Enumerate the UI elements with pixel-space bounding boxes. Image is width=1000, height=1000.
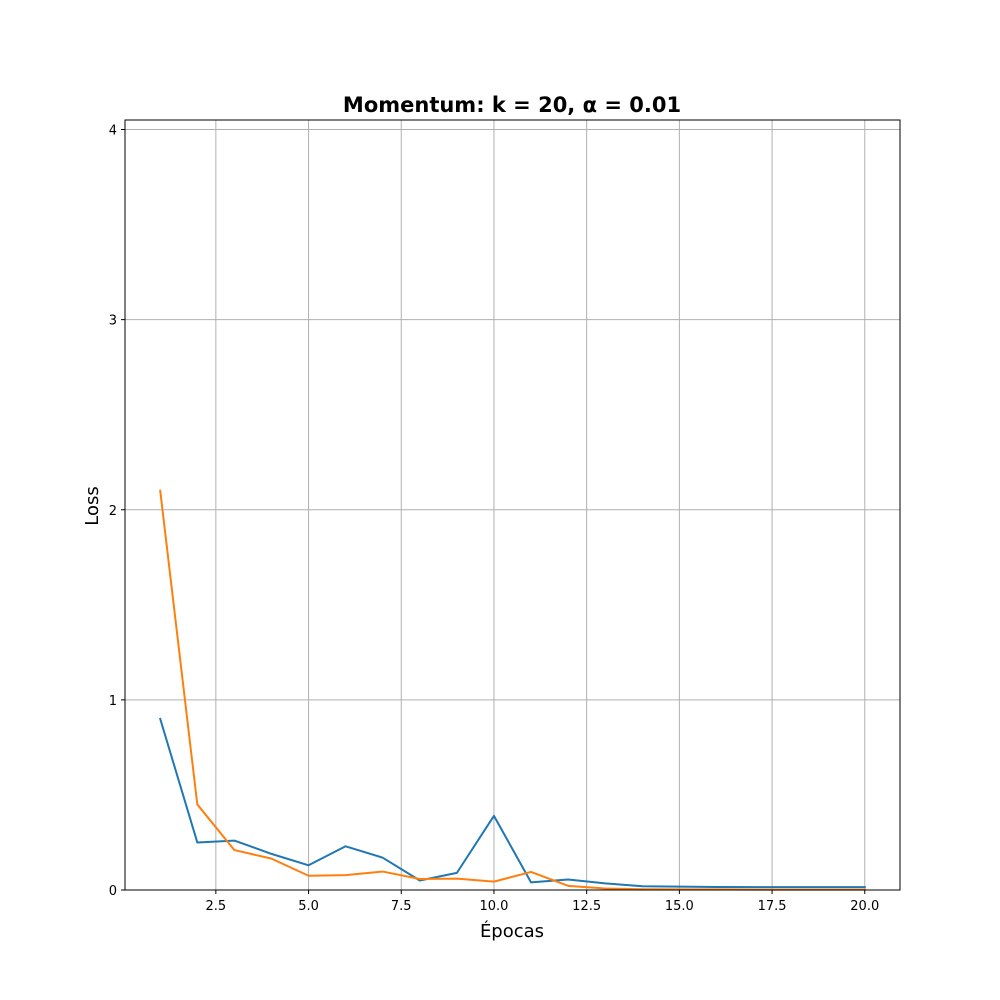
series-line-2 (159, 489, 866, 891)
grid-layer (125, 120, 900, 891)
series-layer (158, 489, 866, 891)
x-tick-label: 2.5 (206, 899, 227, 914)
y-axis-label: Loss (82, 486, 103, 525)
x-tick-label: 15.0 (665, 899, 694, 914)
x-tick-label: 5.0 (298, 899, 319, 914)
y-tick-label: 1 (109, 694, 117, 709)
y-tick-label: 0 (109, 884, 117, 899)
x-tick-label: 20.0 (850, 899, 879, 914)
x-tick-label: 10.0 (479, 899, 508, 914)
x-axis-label: Épocas (480, 920, 544, 942)
y-tick-label: 3 (109, 314, 117, 329)
y-tick-label: 4 (109, 124, 117, 139)
tick-layer: 2.5 5.0 7.5 10.0 12.5 15.0 17.5 20.0 0 1 2 3 4 (109, 124, 880, 914)
y-tick-label: 2 (109, 504, 117, 519)
x-tick-label: 12.5 (572, 899, 601, 914)
plot-area-frame (124, 119, 901, 891)
series-line-1 (158, 717, 866, 889)
x-tick-label: 7.5 (391, 899, 412, 914)
x-tick-label: 17.5 (758, 899, 787, 914)
chart-title: Momentum: k = 20, α = 0.01 (343, 93, 681, 117)
